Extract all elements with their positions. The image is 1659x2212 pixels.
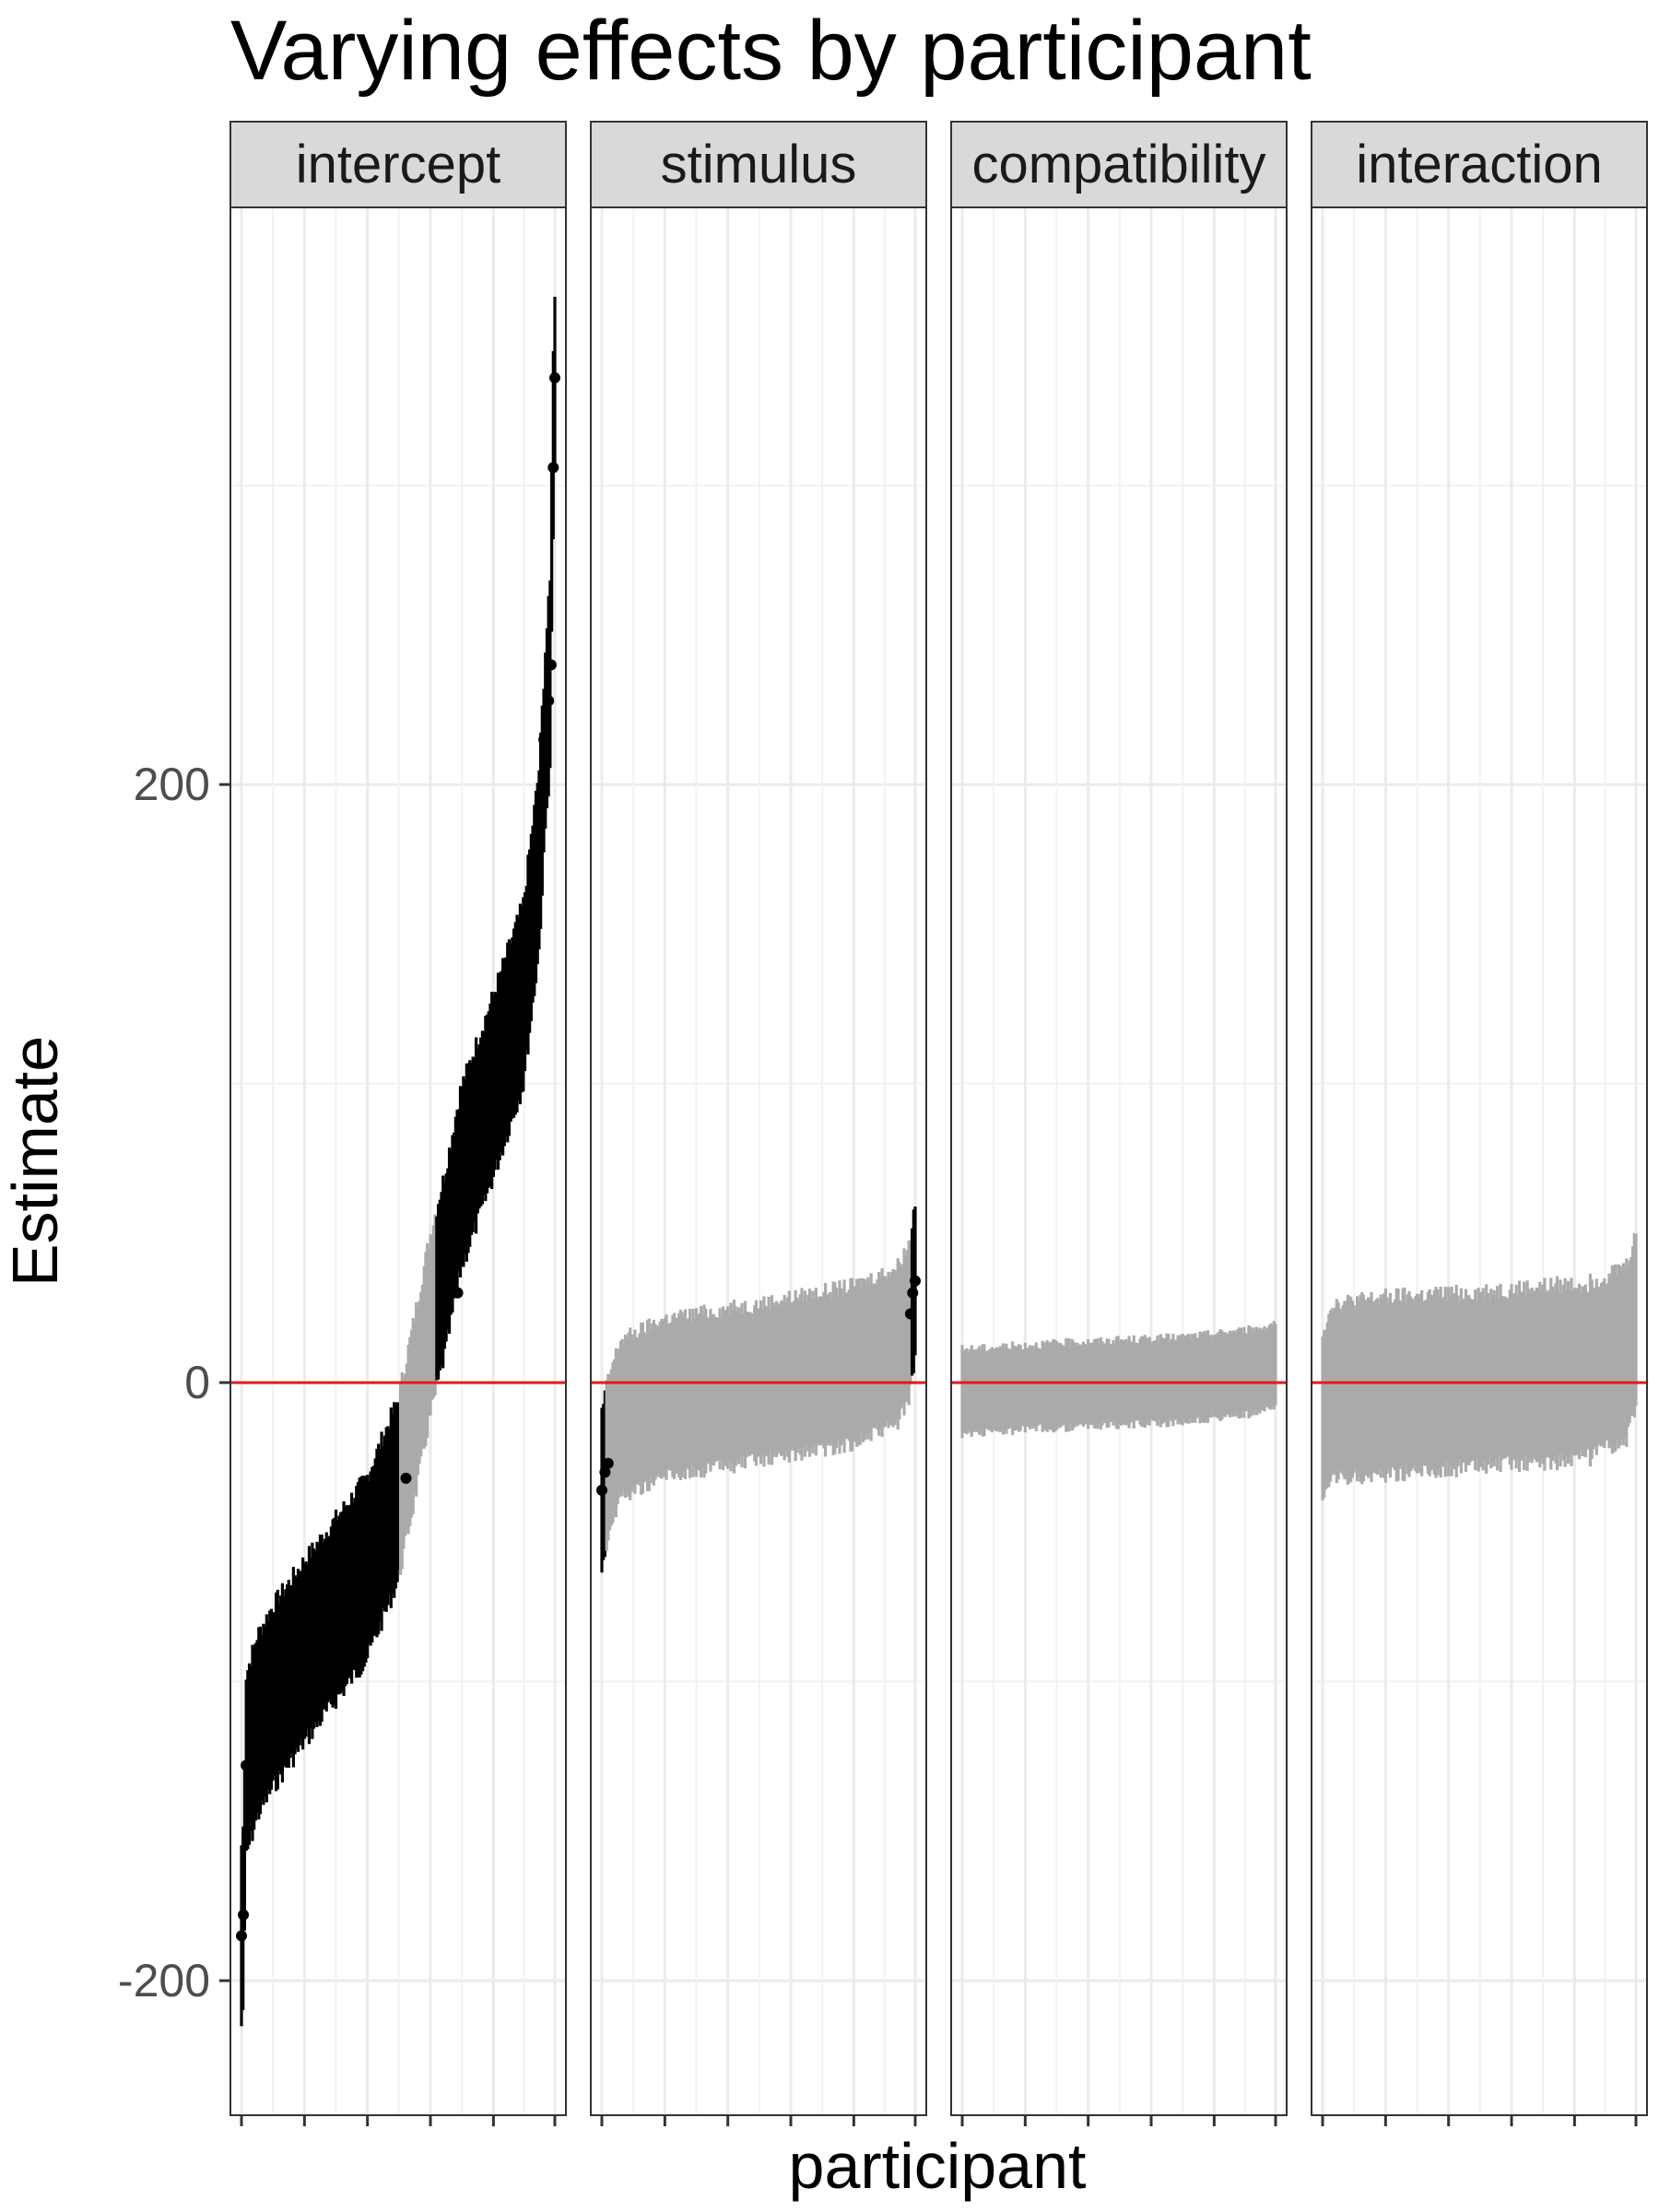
y-tick-label: -200 xyxy=(118,1955,210,2006)
estimate-point xyxy=(549,371,560,383)
estimate-point xyxy=(602,1457,614,1469)
facet-strip-label: compatibility xyxy=(971,135,1265,194)
estimate-point xyxy=(238,1909,250,1921)
estimate-point xyxy=(907,1287,919,1299)
y-axis: -200 0 200 xyxy=(118,759,230,2006)
estimate-point xyxy=(547,462,559,474)
estimate-point xyxy=(543,695,555,707)
estimate-point xyxy=(538,734,550,746)
facet-strip-label: intercept xyxy=(296,135,500,194)
facet-panels: intercept stimulus compatibility interactio… xyxy=(229,121,1648,2126)
facet-strip xyxy=(229,121,567,208)
facet-strip-label: interaction xyxy=(1356,135,1603,194)
panel-interaction: interaction xyxy=(1311,121,1648,2126)
panel-intercept: intercept xyxy=(229,121,567,2126)
errorbars-intercept xyxy=(236,296,560,2027)
estimate-point xyxy=(534,839,545,851)
estimate-point xyxy=(910,1275,921,1287)
estimate-point xyxy=(241,1759,253,1771)
estimate-point xyxy=(236,1930,247,1942)
y-tick-label: 0 xyxy=(184,1357,210,1408)
facet-strip xyxy=(1311,121,1648,208)
panel-stimulus: stimulus xyxy=(590,121,927,2126)
facet-strip xyxy=(590,121,927,208)
facet-strip xyxy=(950,121,1288,208)
estimate-point xyxy=(904,1308,916,1320)
estimate-point xyxy=(599,1466,611,1478)
facet-strip-label: stimulus xyxy=(661,135,857,194)
y-tick-label: 200 xyxy=(134,759,210,810)
x-axis-title: participant xyxy=(789,2130,1087,2202)
estimate-point xyxy=(596,1484,607,1496)
estimate-point xyxy=(452,1287,464,1299)
panel-compatibility: compatibility xyxy=(950,121,1288,2126)
chart-title: Varying effects by participant xyxy=(230,4,1312,98)
estimate-point xyxy=(545,659,557,671)
y-axis-title: Estimate xyxy=(0,1036,71,1287)
estimate-point xyxy=(400,1472,412,1484)
